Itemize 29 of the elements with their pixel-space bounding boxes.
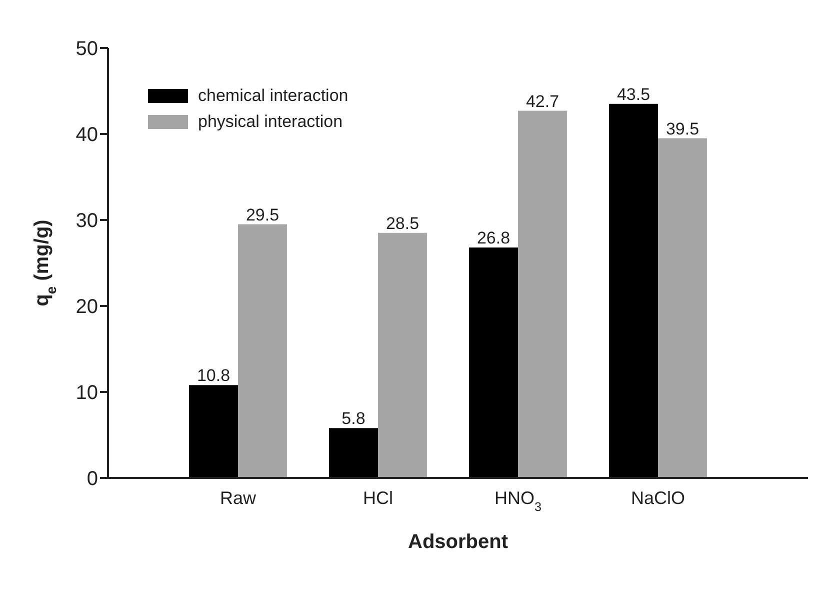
- y-tick-label: 0: [86, 468, 98, 490]
- y-tick-label: 50: [76, 38, 98, 60]
- x-tick-label: NaClO: [630, 488, 686, 508]
- data-label: 10.8: [196, 366, 230, 386]
- bar: [609, 104, 658, 478]
- y-tick-label: 30: [76, 210, 98, 232]
- y-tick-label: 10: [76, 382, 98, 404]
- x-tick-label: Raw: [220, 488, 257, 508]
- bar: [378, 232, 427, 478]
- data-label: 28.5: [386, 214, 420, 233]
- bar: [658, 138, 707, 478]
- bar: [238, 224, 287, 478]
- x-tick-label: HCl: [363, 488, 393, 508]
- data-label: 26.8: [476, 228, 510, 248]
- bar: [518, 110, 567, 478]
- bar: [329, 428, 378, 478]
- legend-label: physical interaction: [198, 112, 343, 132]
- data-label: 29.5: [246, 205, 280, 224]
- bar: [189, 385, 238, 478]
- y-tick-label: 20: [76, 296, 98, 318]
- legend-label: chemical interaction: [198, 86, 348, 106]
- x-axis-title: Adsorbent: [408, 531, 508, 553]
- bar: [469, 248, 518, 478]
- data-label: 5.8: [342, 409, 366, 428]
- data-label: 42.7: [526, 92, 560, 111]
- x-tick-label: HNO$_{3}$: [494, 488, 542, 514]
- y-tick-label: 40: [76, 124, 98, 146]
- data-label: 43.5: [616, 84, 650, 104]
- data-label: 39.5: [666, 119, 700, 138]
